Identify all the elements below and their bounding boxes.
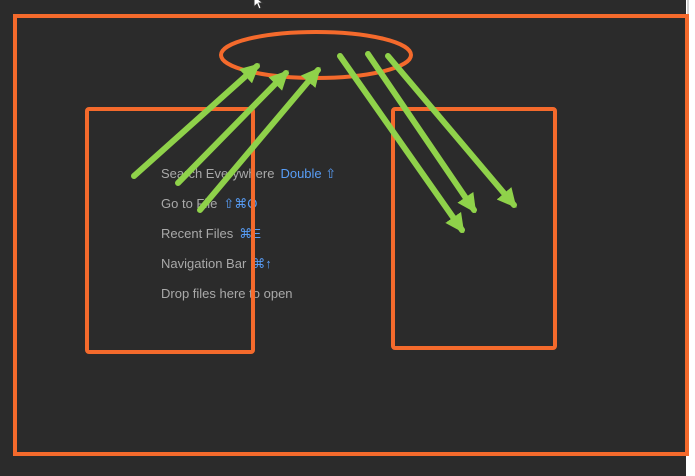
annotation-arrow [337,53,465,234]
annotation-outer-frame [13,14,689,456]
hint-shortcut: ⌘E [239,226,261,241]
hint-shortcut: ⌘↑ [252,256,272,271]
empty-editor-hints: Search Everywhere Double ⇧ Go to File ⇧⌘O … [161,165,336,315]
hint-recent-files: Recent Files ⌘E [161,225,336,255]
annotation-right-box [391,107,557,350]
annotation-left-box [85,107,255,354]
hint-label: Drop files here to open [161,286,293,301]
annotation-arrow [175,70,289,186]
hint-shortcut: ⇧⌘O [223,196,258,211]
annotation-arrow [365,51,477,214]
hint-label: Navigation Bar [161,256,247,271]
hint-navigation-bar: Navigation Bar ⌘↑ [161,255,336,285]
hint-shortcut: Double ⇧ [280,166,337,181]
annotation-arrow [131,63,260,179]
annotation-arrow [385,53,517,208]
hint-label: Recent Files [161,226,234,241]
mouse-pointer-icon [253,0,265,10]
hint-drop-files: Drop files here to open [161,285,336,315]
annotation-arrow [197,67,321,213]
